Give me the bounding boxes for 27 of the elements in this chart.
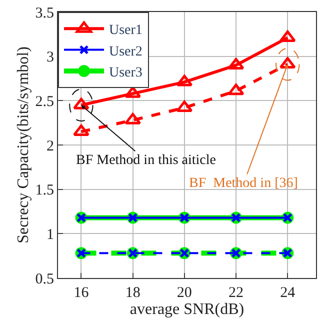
x-axis-title: average SNR(dB) [130, 301, 244, 318]
point [228, 84, 244, 96]
annotation: BF Method in this aiticle [76, 153, 216, 168]
point [228, 58, 244, 70]
annotation: BF Method in [36] [189, 176, 298, 191]
y-tick-label: 1.5 [35, 182, 54, 199]
legend-label: User1 [109, 23, 142, 38]
y-axis-title: Secrecy Capacity(bits/symbol) [15, 46, 32, 244]
x-tick-label: 20 [176, 285, 192, 301]
y-tick-label: 0.5 [35, 271, 54, 288]
point [124, 86, 141, 98]
y-tick-label: 3.5 [35, 5, 54, 22]
point [124, 112, 141, 124]
y-tick-label: 2 [46, 138, 54, 154]
x-tick-label: 16 [74, 285, 90, 301]
x-tick-label: 24 [280, 285, 296, 301]
x-tick-label: 18 [125, 285, 140, 301]
point [176, 74, 193, 86]
point [73, 124, 90, 136]
legend-label: User2 [109, 44, 142, 60]
point [279, 30, 296, 42]
legend-label: User3 [109, 65, 142, 80]
y-tick-label: 1 [46, 226, 54, 243]
x-tick-label: 22 [228, 285, 244, 301]
y-tick-label: 2.5 [35, 94, 54, 110]
y-tick-label: 3 [46, 50, 54, 66]
point [176, 100, 193, 112]
